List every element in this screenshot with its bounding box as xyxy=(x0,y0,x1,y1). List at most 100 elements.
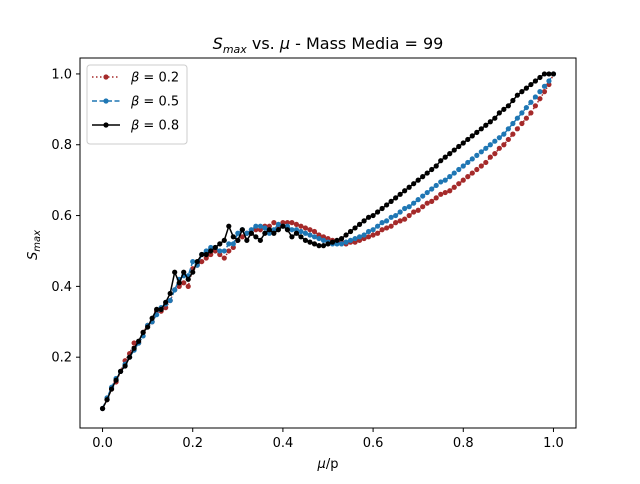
x-axis-label: μ/p xyxy=(317,457,339,472)
series-2-point xyxy=(235,230,241,236)
series-3-point xyxy=(311,241,318,247)
legend: β = 0.2 β = 0.5 β = 0.8 xyxy=(86,64,188,145)
series-3-point xyxy=(505,103,511,109)
series-3-point xyxy=(433,163,439,169)
series-2-point xyxy=(474,152,480,158)
series-1-point xyxy=(438,191,444,197)
series-3-point xyxy=(190,269,196,275)
series-3-point xyxy=(199,251,205,258)
series-3-point xyxy=(397,191,403,197)
series-1-point xyxy=(510,131,516,137)
series-3-point xyxy=(550,71,557,77)
series-2-point xyxy=(365,228,372,235)
series-3-point xyxy=(478,126,484,132)
series-1-point xyxy=(397,218,403,224)
series-3-point xyxy=(230,234,236,240)
series-2-point xyxy=(379,220,385,226)
series-1-point xyxy=(289,220,295,226)
series-3-point xyxy=(523,85,530,91)
series-3-point xyxy=(212,244,218,251)
series-2-point xyxy=(289,227,295,233)
series-3-point xyxy=(244,237,250,243)
series-3-point xyxy=(181,269,187,275)
series-3-point xyxy=(176,280,182,286)
series-2-point xyxy=(167,297,173,304)
series-1-point xyxy=(523,115,530,121)
series-2-point xyxy=(226,241,232,247)
series-3-point xyxy=(438,158,444,164)
series-1-point xyxy=(456,181,462,187)
series-3-point xyxy=(280,223,286,229)
series-1-point xyxy=(370,232,376,238)
series-2-point xyxy=(316,235,322,242)
series-2-point xyxy=(275,221,281,228)
series-3-point xyxy=(496,110,502,116)
series-2-point xyxy=(501,131,507,137)
series-3-point xyxy=(474,129,480,135)
series-3-point xyxy=(429,166,435,173)
series-1-point xyxy=(528,110,534,116)
series-3-point xyxy=(393,195,399,201)
legend-marker xyxy=(103,122,109,128)
series-1-point xyxy=(226,248,232,254)
series-3-point xyxy=(284,227,291,233)
series-2-point xyxy=(496,135,502,141)
y-axis-label: Smax xyxy=(26,230,43,260)
series-3-point xyxy=(108,386,115,392)
series-2-point xyxy=(221,248,227,254)
series-2-point xyxy=(433,182,439,189)
series-3-point xyxy=(519,89,525,95)
series-2-point xyxy=(298,228,304,235)
series-3-point xyxy=(442,154,448,160)
series-3-point xyxy=(402,188,408,194)
series-1-point xyxy=(474,166,480,173)
series-1-point xyxy=(384,225,390,231)
series-3-point xyxy=(99,405,106,412)
series-3-point xyxy=(356,221,363,228)
series-2-point xyxy=(262,225,268,231)
series-3-point xyxy=(163,299,169,305)
series-1-point xyxy=(311,228,318,235)
series-1-point xyxy=(469,170,475,176)
series-3-point xyxy=(415,177,421,183)
series-2-point xyxy=(406,204,412,210)
plot-area xyxy=(99,71,557,412)
series-3-point xyxy=(465,136,471,143)
series-3-point xyxy=(352,225,358,231)
series-1-point xyxy=(424,200,430,206)
series-2-point xyxy=(514,115,520,121)
series-1-point xyxy=(519,120,525,127)
series-3-point xyxy=(501,106,507,112)
series-2-point xyxy=(402,205,408,212)
series-3-point xyxy=(271,230,277,236)
y-tick-label: 0.2 xyxy=(51,351,72,366)
series-1-point xyxy=(375,230,381,236)
legend-label: β = 0.5 xyxy=(130,95,179,110)
series-3-point xyxy=(298,234,304,240)
series-2-point xyxy=(523,104,530,111)
axes-frame xyxy=(79,57,577,429)
series-3-point xyxy=(510,97,516,104)
series-1-point xyxy=(411,209,417,215)
x-tick-label: 1.0 xyxy=(543,436,564,451)
series-2-point xyxy=(384,218,390,224)
series-3-point xyxy=(167,290,173,297)
series-1-point xyxy=(402,216,408,222)
series-2-point xyxy=(532,94,539,100)
x-tick-label: 0.2 xyxy=(182,436,203,451)
series-1-point xyxy=(239,234,245,240)
series-2-point xyxy=(397,209,403,215)
series-2-point xyxy=(451,170,457,176)
series-1-point xyxy=(365,234,372,240)
y-axis-ticks: 0.2 0.4 0.6 0.8 1.0 xyxy=(51,67,80,366)
series-3-point xyxy=(302,237,309,243)
series-3-point xyxy=(361,218,367,224)
series-3-point xyxy=(158,306,164,312)
series-2-point xyxy=(361,232,367,238)
series-2-point xyxy=(510,120,516,127)
series-1-point xyxy=(293,221,300,228)
series-1-point xyxy=(460,177,466,183)
series-3-point xyxy=(411,181,417,187)
series-3-point xyxy=(406,184,412,190)
series-1-point xyxy=(537,96,543,102)
